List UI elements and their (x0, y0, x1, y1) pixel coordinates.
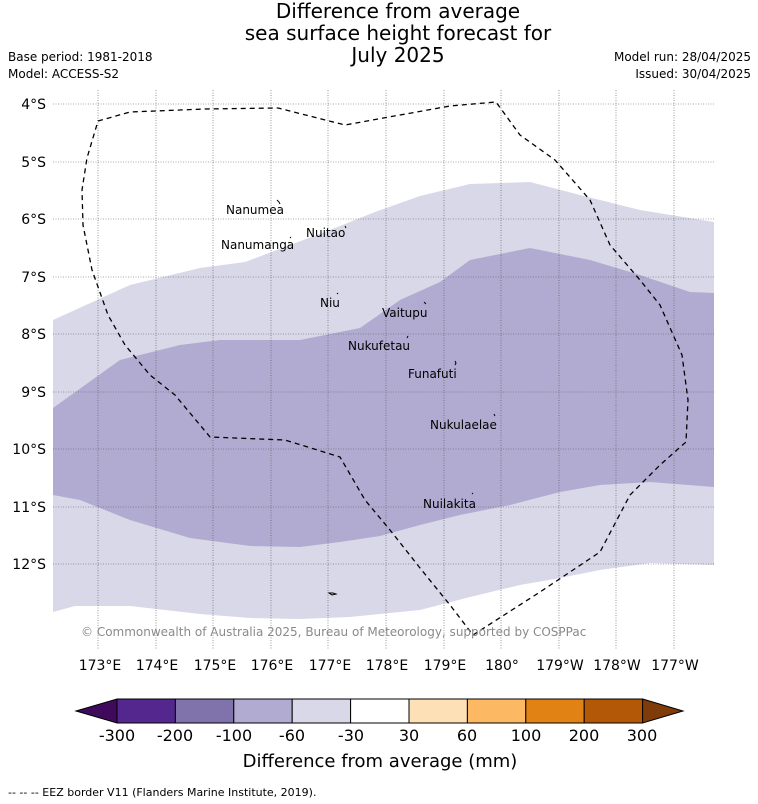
place-nanumanga: Nanumanga (221, 238, 294, 252)
colorbar-label-60: 60 (457, 726, 477, 745)
lon-label-179e: 179°E (424, 658, 467, 674)
title-line-1: Difference from average (275, 0, 521, 23)
place-nukulaelae: Nukulaelae (430, 418, 497, 432)
place-nukufetau: Nukufetau (348, 339, 410, 353)
base-period: Base period: 1981-2018 (8, 50, 153, 64)
lat-label-6s: 6°S (21, 212, 46, 228)
lon-label-175e: 175°E (194, 658, 237, 674)
colorbar-extend-high (642, 698, 685, 724)
model-name: Model: ACCESS-S2 (8, 67, 120, 81)
colorbar-bin-3 (233, 698, 293, 724)
lon-gridlines (97, 90, 675, 650)
lon-label-174e: 174°E (136, 658, 179, 674)
lat-labels: 4°S 5°S 6°S 7°S 8°S 9°S 10°S 11°S 12°S (12, 97, 46, 573)
title-line-2: sea surface height forecast for (244, 21, 552, 45)
colorbar-label-m60: -60 (279, 726, 305, 745)
lat-label-9s: 9°S (21, 385, 46, 401)
lon-label-178w: 178°W (593, 658, 641, 674)
colorbar-label-100: 100 (511, 726, 542, 745)
place-niu: Niu (320, 296, 340, 310)
map-title: Difference from average sea surface heig… (0, 0, 758, 66)
lat-label-8s: 8°S (21, 327, 46, 343)
colorbar-label-300: 300 (627, 726, 658, 745)
colorbar-labels: -300 -200 -100 -60 -30 30 60 100 200 300 (99, 726, 657, 745)
colorbar-bin-7 (466, 698, 527, 724)
colorbar-bin-2 (174, 698, 235, 724)
model-run: Model run: 28/04/2025 (613, 50, 751, 64)
colorbar-bin-5 (350, 698, 410, 724)
colorbar-title: Difference from average (mm) (243, 751, 518, 772)
eez-border (81, 101, 689, 636)
colorbar-label-m300: -300 (99, 726, 135, 745)
place-labels: Nanumea Nuitao Nanumanga Niu Vaitupu Nuk… (221, 203, 497, 511)
map-area: Nanumea Nuitao Nanumanga Niu Vaitupu Nuk… (53, 90, 714, 650)
lat-label-5s: 5°S (21, 155, 46, 171)
place-vaitupu: Vaitupu (382, 306, 428, 320)
lon-label-173e: 173°E (79, 658, 122, 674)
colorbar-bin-9 (583, 698, 644, 724)
colorbar-bin-1 (116, 698, 176, 724)
colorbar-label-m30: -30 (338, 726, 364, 745)
lat-label-7s: 7°S (21, 270, 46, 286)
meta-right: Model run: 28/04/2025 Issued: 30/04/2025 (614, 49, 751, 83)
lat-gridlines (53, 103, 714, 565)
colorbar (74, 698, 685, 724)
anomaly-band-mid (53, 248, 714, 547)
colorbar-extend-low (74, 698, 118, 724)
place-nuitao: Nuitao (306, 226, 345, 240)
meta-left: Base period: 1981-2018 Model: ACCESS-S2 (8, 49, 153, 83)
lon-label-179w: 179°W (536, 658, 584, 674)
colorbar-label-200: 200 (569, 726, 600, 745)
place-nuilakita: Nuilakita (423, 497, 476, 511)
colorbar-bin-6 (408, 698, 468, 724)
colorbar-label-m100: -100 (216, 726, 252, 745)
lon-labels: 173°E 174°E 175°E 176°E 177°E 178°E 179°… (79, 658, 699, 674)
colorbar-bin-4 (291, 698, 352, 724)
lat-label-11s: 11°S (12, 500, 46, 516)
colorbar-label-30: 30 (399, 726, 419, 745)
lat-label-12s: 12°S (12, 557, 46, 573)
colorbar-bin-8 (525, 698, 585, 724)
island-marks (276, 199, 496, 596)
copyright-text: © Commonwealth of Australia 2025, Bureau… (81, 625, 586, 639)
place-nanumea: Nanumea (226, 203, 284, 217)
issued-date: Issued: 30/04/2025 (635, 67, 751, 81)
lon-label-177w: 177°W (651, 658, 699, 674)
lat-label-4s: 4°S (21, 97, 46, 113)
title-line-3: July 2025 (351, 43, 445, 67)
eez-legend-note: -- -- -- EEZ border V11 (Flanders Marine… (8, 786, 317, 799)
lon-label-177e: 177°E (309, 658, 352, 674)
place-funafuti: Funafuti (408, 367, 457, 381)
map-figure: Nanumea Nuitao Nanumanga Niu Vaitupu Nuk… (12, 90, 714, 772)
lon-label-176e: 176°E (251, 658, 294, 674)
lon-label-178e: 178°E (366, 658, 409, 674)
colorbar-label-m200: -200 (157, 726, 193, 745)
lat-label-10s: 10°S (12, 442, 46, 458)
lon-label-180: 180° (485, 658, 519, 674)
